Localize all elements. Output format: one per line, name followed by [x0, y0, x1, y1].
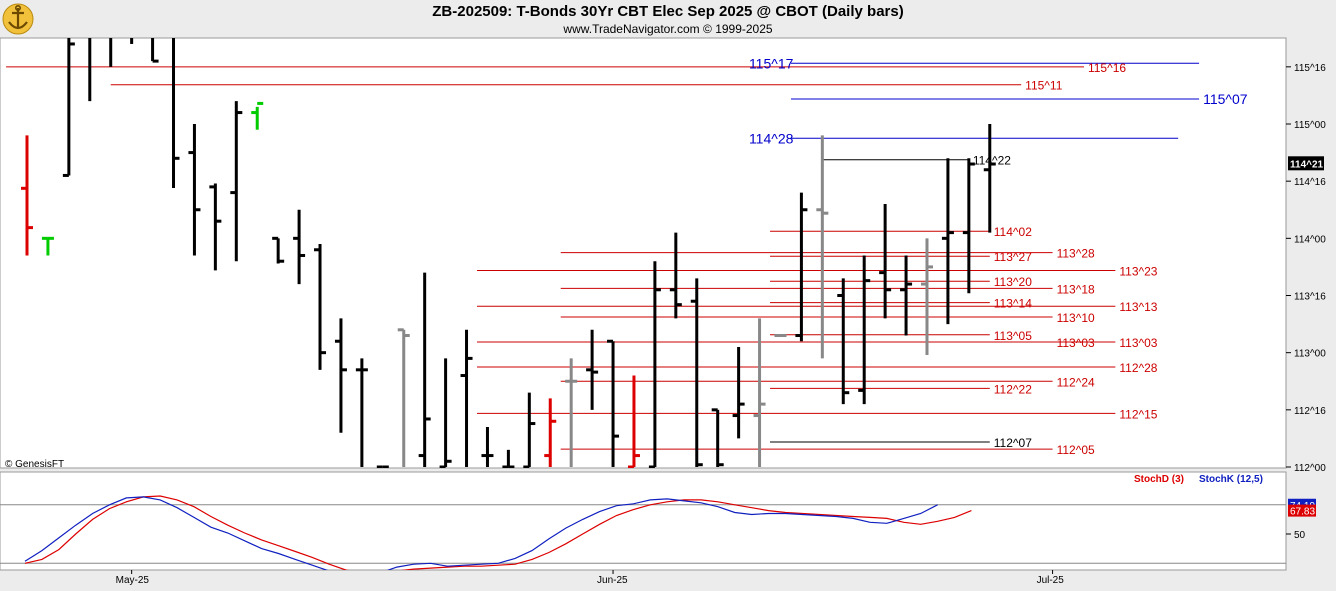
level-label: 114^28 [749, 130, 794, 146]
x-tick-label: Jun-25 [597, 575, 628, 586]
level-label: 113^27 [994, 250, 1032, 264]
ohlc-bar [172, 38, 180, 189]
level-label: 112^24 [1057, 375, 1095, 389]
ohlc-bar [314, 244, 327, 370]
ohlc-bar [130, 38, 134, 44]
level-label: 113^03 [1119, 336, 1157, 350]
ohlc-bar [439, 358, 452, 468]
level-label: 113^18 [1057, 282, 1095, 296]
level-label: 115^16 [1088, 61, 1126, 75]
osc-y-tick-label: 50 [1294, 530, 1306, 541]
level-label: 113^03 [1057, 336, 1095, 350]
ohlc-bar [251, 101, 264, 130]
ohlc-bar [460, 329, 473, 467]
chart-subtitle: www.TradeNavigator.com © 1999-2025 [563, 22, 773, 36]
ohlc-bar [21, 135, 33, 256]
y-tick-label: 114^16 [1294, 177, 1326, 188]
ohlc-bar [502, 449, 515, 468]
level-label: 113^28 [1057, 247, 1095, 261]
legend-stochk: StochK (12,5) [1199, 474, 1263, 485]
level-label: 115^07 [1203, 91, 1248, 107]
sr-lines-group [6, 62, 1200, 450]
ohlc-bar [565, 358, 578, 467]
y-tick-label: 115^00 [1294, 120, 1326, 131]
ohlc-bar [669, 232, 682, 319]
ohlc-bar [879, 204, 892, 319]
level-label: 112^28 [1119, 361, 1157, 375]
oscillator-panel [0, 471, 1287, 571]
ohlc-bar [753, 318, 766, 467]
ohlc-bar [837, 278, 850, 405]
ohlc-bar [88, 38, 92, 102]
ohlc-bar [607, 339, 620, 467]
ohlc-bar [230, 101, 243, 262]
ohlc-bar [209, 183, 222, 271]
level-label: 112^07 [994, 436, 1032, 450]
anchor-logo-icon [2, 3, 34, 35]
last-price-badge [1288, 156, 1324, 171]
legend-stochd: StochD (3) [1134, 474, 1184, 485]
y-tick-label: 113^16 [1294, 292, 1326, 303]
ohlc-bar [941, 158, 954, 325]
level-label: 113^14 [994, 297, 1032, 311]
ohlc-bar [355, 358, 368, 467]
level-label: 112^15 [1119, 407, 1157, 421]
ohlc-bar [962, 158, 975, 294]
ohlc-bar [397, 328, 410, 467]
y-tick-label: 112^16 [1294, 406, 1326, 417]
ohlc-bar [858, 255, 871, 405]
ohlc-bar [900, 255, 913, 336]
stoch-line [24, 495, 972, 570]
ohlc-bar [648, 261, 661, 468]
level-label: 113^13 [1119, 300, 1157, 314]
level-label: 113^20 [994, 275, 1032, 289]
ohlc-bar [293, 209, 306, 285]
ohlc-bar [586, 329, 599, 410]
ohlc-bar [795, 192, 808, 342]
ohlc-bar [151, 38, 159, 63]
y-tick-label: 115^16 [1294, 63, 1326, 74]
stoch-line [24, 496, 938, 570]
last-price-label: 114^21 [1290, 159, 1324, 170]
ohlc-bar [523, 392, 536, 468]
ohlc-bar [62, 38, 75, 177]
y-tick-label: 113^00 [1294, 349, 1326, 360]
ohlc-bar [544, 398, 557, 467]
level-label: 115^17 [749, 55, 794, 71]
level-label: 114^02 [994, 225, 1032, 239]
ohlc-bar [711, 408, 724, 467]
level-label: 112^05 [1057, 443, 1095, 457]
level-label: 112^22 [994, 382, 1032, 396]
ohlc-bar [41, 236, 54, 256]
watermark-text: © GenesisFT [5, 459, 64, 470]
y-tick-label: 112^00 [1294, 463, 1326, 474]
level-label: 113^10 [1057, 311, 1095, 325]
chart-title: ZB-202509: T-Bonds 30Yr CBT Elec Sep 202… [432, 3, 904, 20]
ohlc-bar [188, 124, 201, 256]
ohlc-bar [690, 278, 703, 467]
level-label: 113^05 [994, 329, 1032, 343]
ohlc-bar [920, 238, 933, 355]
stochd-last-label: 67.83 [1290, 507, 1315, 518]
ohlc-bar [983, 124, 996, 233]
ohlc-bar [627, 375, 640, 468]
stochd-last-badge [1288, 504, 1316, 517]
x-tick-label: May-25 [116, 575, 150, 586]
ohlc-bar [732, 346, 745, 439]
ohlc-bar [418, 272, 431, 467]
ohlc-bar [272, 236, 285, 264]
ohlc-bar [816, 135, 829, 359]
ohlc-bar [334, 318, 347, 433]
level-label: 115^11 [1025, 79, 1063, 93]
ohlc-bar [109, 38, 113, 67]
x-tick-label: Jul-25 [1037, 575, 1065, 586]
level-label: 114^22 [973, 154, 1011, 168]
y-tick-label: 114^00 [1294, 234, 1326, 245]
level-label: 113^23 [1119, 264, 1157, 278]
ohlc-bars-group [21, 38, 996, 468]
stoch-series-group [24, 495, 972, 570]
ohlc-bar [481, 426, 494, 467]
